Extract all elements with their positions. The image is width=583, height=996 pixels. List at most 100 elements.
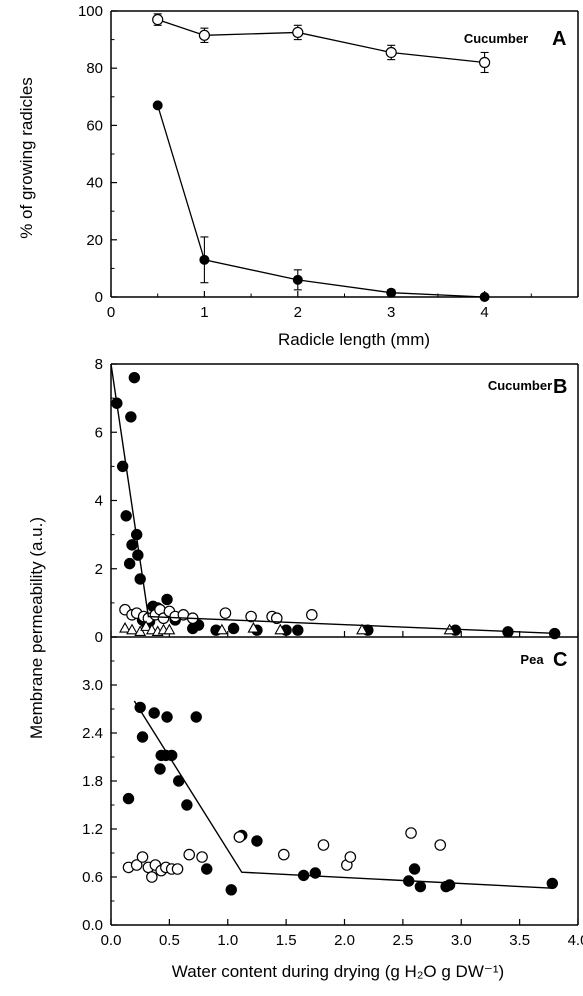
panel-b-fit-line [110, 363, 561, 635]
panel-a-open-point [198, 29, 210, 41]
panel-b-open-point [306, 609, 318, 621]
panel-b-y-tick-label: 6 [95, 424, 103, 441]
panel-a-x-tick-label: 0 [107, 304, 115, 321]
panel-a-y-axis-label: % of growing radicles [17, 77, 36, 239]
panel-c-filled-point [161, 711, 173, 723]
panel-b-y-tick-label: 8 [95, 356, 103, 373]
panel-a-y-tick-label: 80 [86, 60, 103, 77]
panel-b-open-point [245, 610, 257, 623]
panel-b-filled-point [128, 371, 141, 384]
panel-a-open-point [479, 56, 491, 69]
panel-c-open-point [344, 851, 357, 863]
panel-b-triangle-point [163, 623, 176, 635]
panel-c-open-point [434, 839, 447, 851]
panel-c-open-point [317, 839, 330, 851]
panel-b-triangle-point [215, 623, 228, 635]
panel-b-triangle-point [247, 621, 260, 633]
panel-c-y-tick-label: 1.2 [82, 821, 103, 838]
panel-c-filled-point [134, 701, 146, 714]
panel-c-open-point [130, 859, 143, 871]
panel-c-open-point [171, 863, 184, 875]
panel-b-y-tick-label: 0 [95, 629, 103, 646]
panel-c-y-tick-label: 1.8 [82, 773, 103, 790]
panel-a: 0 20 40 60 80 100 0 1 2 3 4 Cucumber A [78, 3, 579, 321]
panel-c-open-point [136, 851, 149, 863]
panel-b-filled-point [126, 539, 138, 551]
panel-b-open-point [270, 612, 283, 625]
panel-a-y-tick-label: 60 [86, 117, 103, 134]
panel-c-open-point [405, 827, 417, 839]
panel-c-filled-point [148, 707, 160, 719]
panel-c-filled-point [225, 884, 237, 896]
panel-b-filled-point [227, 622, 240, 635]
panel-c-y-tick-label: 3.0 [82, 677, 103, 694]
panel-c-filled-point [408, 863, 421, 875]
panel-c-crop-label: Pea [520, 652, 544, 667]
panel-a-open-point [292, 26, 304, 39]
panel-c-x-axis-label: Water content during drying (g H₂O g DW⁻… [172, 962, 504, 981]
panel-a-open-point [152, 13, 164, 26]
panel-c-x-tick-label: 2.0 [334, 932, 355, 949]
panel-b-open-point [219, 607, 232, 619]
panel-b-crop-label: Cucumber [488, 378, 552, 393]
panel-c-filled-point [136, 731, 149, 743]
panel-c-y-tick-label: 2.4 [82, 725, 103, 742]
panel-c-open-point [233, 831, 246, 843]
panel-b-triangle-point [356, 623, 368, 635]
panel-c-x-tick-label: 2.5 [392, 932, 413, 949]
panel-c-fit-line [133, 700, 553, 889]
panel-a-filled-point [386, 287, 397, 298]
panel-a-filled-point [479, 292, 490, 302]
panel-a-series-line [157, 105, 485, 298]
panel-b-y-tick-label: 2 [95, 561, 103, 578]
panel-a-x-tick-label: 4 [480, 304, 488, 321]
panel-a-open-point [385, 46, 397, 59]
panel-c-x-tick-label: 1.5 [276, 932, 297, 949]
panel-c-filled-point [122, 792, 135, 805]
panel-a-filled-point [199, 254, 210, 265]
panel-b-letter: B [553, 376, 567, 398]
panel-c-filled-point [546, 877, 559, 890]
panel-b-y-tick-label: 4 [95, 493, 103, 510]
panel-a-x-tick-label: 2 [294, 304, 302, 321]
panel-c-filled-point [154, 763, 166, 775]
panel-b-triangle-point [274, 623, 287, 635]
panel-c-filled-point [181, 799, 193, 811]
panel-b-triangle-point [134, 625, 147, 637]
panel-a-x-tick-label: 1 [200, 304, 208, 321]
panel-c-filled-point [251, 835, 263, 847]
panel-c-y-tick-label: 0.6 [82, 869, 103, 886]
panel-a-x-tick-label: 3 [387, 304, 395, 321]
panel-c-x-tick-label: 1.0 [217, 932, 238, 949]
panel-c-open-point [277, 848, 290, 861]
panel-b-filled-point [161, 593, 173, 606]
panel-b-filled-point [125, 411, 137, 423]
panel-a-y-tick-label: 100 [78, 3, 103, 20]
panel-a-x-axis-label: Radicle length (mm) [278, 330, 430, 349]
panel-c-filled-point [443, 879, 456, 891]
panel-b-triangle-point [140, 620, 152, 631]
panel-b-triangle-point [119, 621, 131, 633]
panel-c-open-point [196, 851, 208, 863]
panel-c-open-point [146, 871, 158, 883]
panel-b: 0 2 4 6 8 Cucumber B [95, 356, 579, 646]
panel-a-filled-point [292, 274, 303, 285]
panel-c-x-tick-label: 3.0 [451, 932, 472, 949]
panel-b-filled-point [292, 624, 304, 636]
panel-b-filled-point [120, 510, 132, 522]
panel-b-triangle-point [126, 623, 138, 635]
panel-c-letter: C [553, 649, 567, 671]
panel-c-x-tick-label: 4.0 [568, 932, 583, 949]
panel-c-x-tick-label: 0.0 [101, 932, 122, 949]
panel-b-filled-point [132, 549, 144, 561]
panel-a-y-tick-label: 40 [86, 175, 103, 192]
panel-c-open-point [183, 848, 196, 861]
panel-c: 0.0 0.6 1.2 1.8 2.4 3.0 0.0 0.5 1.0 1.5 2.0 2.5 3.0 3… [82, 636, 583, 949]
panel-c-filled-point [190, 711, 202, 723]
panel-c-filled-point [201, 863, 213, 875]
panel-c-x-tick-label: 0.5 [159, 932, 180, 949]
panel-a-y-tick-label: 20 [86, 232, 103, 249]
panel-c-filled-point [414, 880, 427, 893]
panel-a-y-tick-label: 0 [95, 289, 103, 306]
